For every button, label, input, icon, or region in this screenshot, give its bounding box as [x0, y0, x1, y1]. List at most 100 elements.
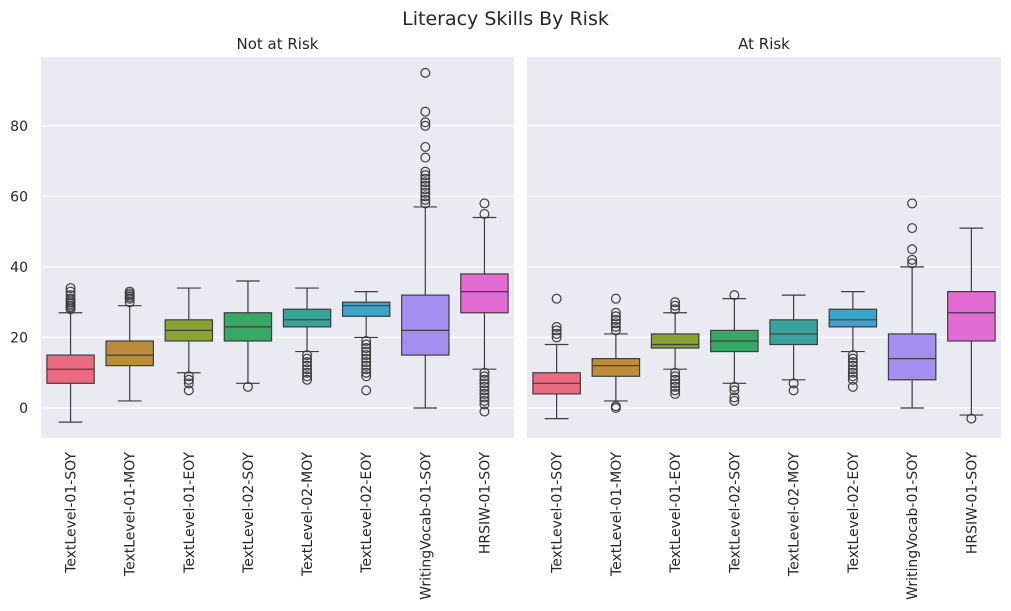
box-0-outlier-7	[65, 290, 76, 301]
box-6-outlier-0	[907, 258, 918, 269]
box-1-iqr	[105, 340, 154, 367]
box-1-outlier-1	[610, 401, 621, 412]
box-7-outlier-0	[479, 406, 490, 417]
box-5-outlier-6	[847, 357, 858, 368]
box-5-outlier-10	[361, 339, 372, 350]
box-5-outlier-2	[847, 371, 858, 382]
y-tick-label: 40	[10, 260, 28, 276]
box-3-outlier-0	[729, 395, 740, 406]
y-tick-label: 60	[10, 189, 28, 205]
box-2-outlier-1	[670, 385, 681, 396]
box-5-outlier-7	[361, 350, 372, 361]
box-5-outlier-3	[847, 367, 858, 378]
panel-title: At Risk	[738, 35, 790, 53]
box-0-outlier-8	[65, 286, 76, 297]
x-tick-labels: TextLevel-01-SOY TextLevel-01-MOY TextLeve…	[64, 452, 494, 600]
box-7-outlier-6	[479, 381, 490, 392]
box-7-outlier-7	[479, 378, 490, 389]
box-4-outlier-4	[302, 360, 313, 371]
box-4-outlier-1	[302, 371, 313, 382]
box-5-outlier-8	[361, 346, 372, 357]
box-6-outlier-11	[420, 141, 431, 152]
x-tick-label: TextLevel-02-MOY	[787, 452, 803, 578]
box-0-outlier-2	[551, 325, 562, 336]
box-6-iqr	[401, 294, 450, 356]
box-5-outlier-8	[847, 350, 858, 361]
box-1-outlier-4	[610, 318, 621, 329]
box-5-outlier-4	[847, 364, 858, 375]
box-5-outlier-6	[361, 353, 372, 364]
x-tick-label: TextLevel-01-EOY	[668, 452, 684, 574]
y-tick-labels: 0 20 40 60 80	[10, 119, 28, 417]
box-6-outlier-8	[420, 170, 431, 181]
box-6-outlier-15	[420, 67, 431, 78]
panel-at-risk: TextLevel-01-SOY TextLevel-01-MOY TextLeve…	[527, 35, 1001, 600]
box-1-outlier-7	[610, 307, 621, 318]
box-6-outlier-9	[420, 166, 431, 177]
y-tick-label: 20	[10, 330, 28, 346]
box-7-outlier-4	[479, 388, 490, 399]
box-4-outlier-5	[302, 357, 313, 368]
box-6-outlier-1	[420, 194, 431, 205]
box-3-outlier-2	[729, 385, 740, 396]
x-tick-label: TextLevel-01-SOY	[550, 452, 566, 574]
box-1-iqr	[591, 358, 641, 377]
y-tick-label: 80	[10, 119, 28, 135]
box-7-outlier-10	[479, 367, 490, 378]
box-6-outlier-4	[907, 198, 918, 209]
box-7-outlier-12	[479, 198, 490, 209]
x-tick-label: TextLevel-02-EOY	[359, 452, 375, 574]
box-7-outlier-2	[479, 395, 490, 406]
box-0-outlier-4	[551, 293, 562, 304]
box-5-outlier-1	[361, 371, 372, 382]
box-6-outlier-2	[420, 191, 431, 202]
x-tick-label: TextLevel-02-MOY	[300, 452, 316, 578]
x-tick-label: TextLevel-01-MOY	[609, 452, 625, 578]
box-7-outlier-5	[479, 385, 490, 396]
box-2-outlier-3	[183, 371, 194, 382]
box-2-outlier-0	[670, 388, 681, 399]
box-5-outlier-5	[361, 357, 372, 368]
box-6-outlier-7	[420, 173, 431, 184]
x-tick-label: TextLevel-02-SOY	[727, 452, 743, 574]
box-6-outlier-0	[420, 198, 431, 209]
box-0-outlier-3	[551, 321, 562, 332]
box-0-outlier-1	[551, 328, 562, 339]
box-2-outlier-9	[670, 297, 681, 308]
box-1-outlier-5	[124, 286, 135, 297]
box-5-outlier-0	[847, 381, 858, 392]
box-2-outlier-6	[670, 367, 681, 378]
panel-title: Not at Risk	[237, 35, 319, 53]
box-6-outlier-12	[420, 120, 431, 131]
box-4-outlier-7	[302, 350, 313, 361]
box-5-outlier-5	[847, 360, 858, 371]
box-7-outlier-8	[479, 374, 490, 385]
box-2-outlier-7	[670, 304, 681, 315]
box-2-outlier-0	[183, 385, 194, 396]
box-6-outlier-3	[907, 223, 918, 234]
box-1-outlier-3	[610, 321, 621, 332]
box-5-outlier-11	[361, 335, 372, 346]
box-2-outlier-2	[670, 381, 681, 392]
box-4-iqr	[769, 319, 818, 346]
panel-background	[527, 57, 1001, 438]
box-2-outlier-8	[670, 300, 681, 311]
box-6-outlier-2	[907, 244, 918, 255]
boxplot-layer	[532, 198, 996, 424]
x-tick-labels: TextLevel-01-SOY TextLevel-01-MOY TextLeve…	[550, 452, 981, 600]
box-2-outlier-1	[183, 378, 194, 389]
box-4-outlier-1	[788, 378, 799, 389]
box-3-outlier-3	[729, 381, 740, 392]
box-5-outlier-9	[361, 343, 372, 354]
box-7-iqr	[947, 290, 996, 342]
box-6-iqr	[887, 333, 937, 381]
box-6-outlier-10	[420, 152, 431, 163]
box-6-outlier-14	[420, 106, 431, 117]
x-tick-label: HRSIW-01-SOY	[964, 452, 980, 555]
box-7-outlier-1	[479, 399, 490, 410]
box-6-outlier-1	[907, 254, 918, 265]
chart-title: Literacy Skills By Risk	[402, 8, 609, 30]
box-7-outlier-3	[479, 392, 490, 403]
